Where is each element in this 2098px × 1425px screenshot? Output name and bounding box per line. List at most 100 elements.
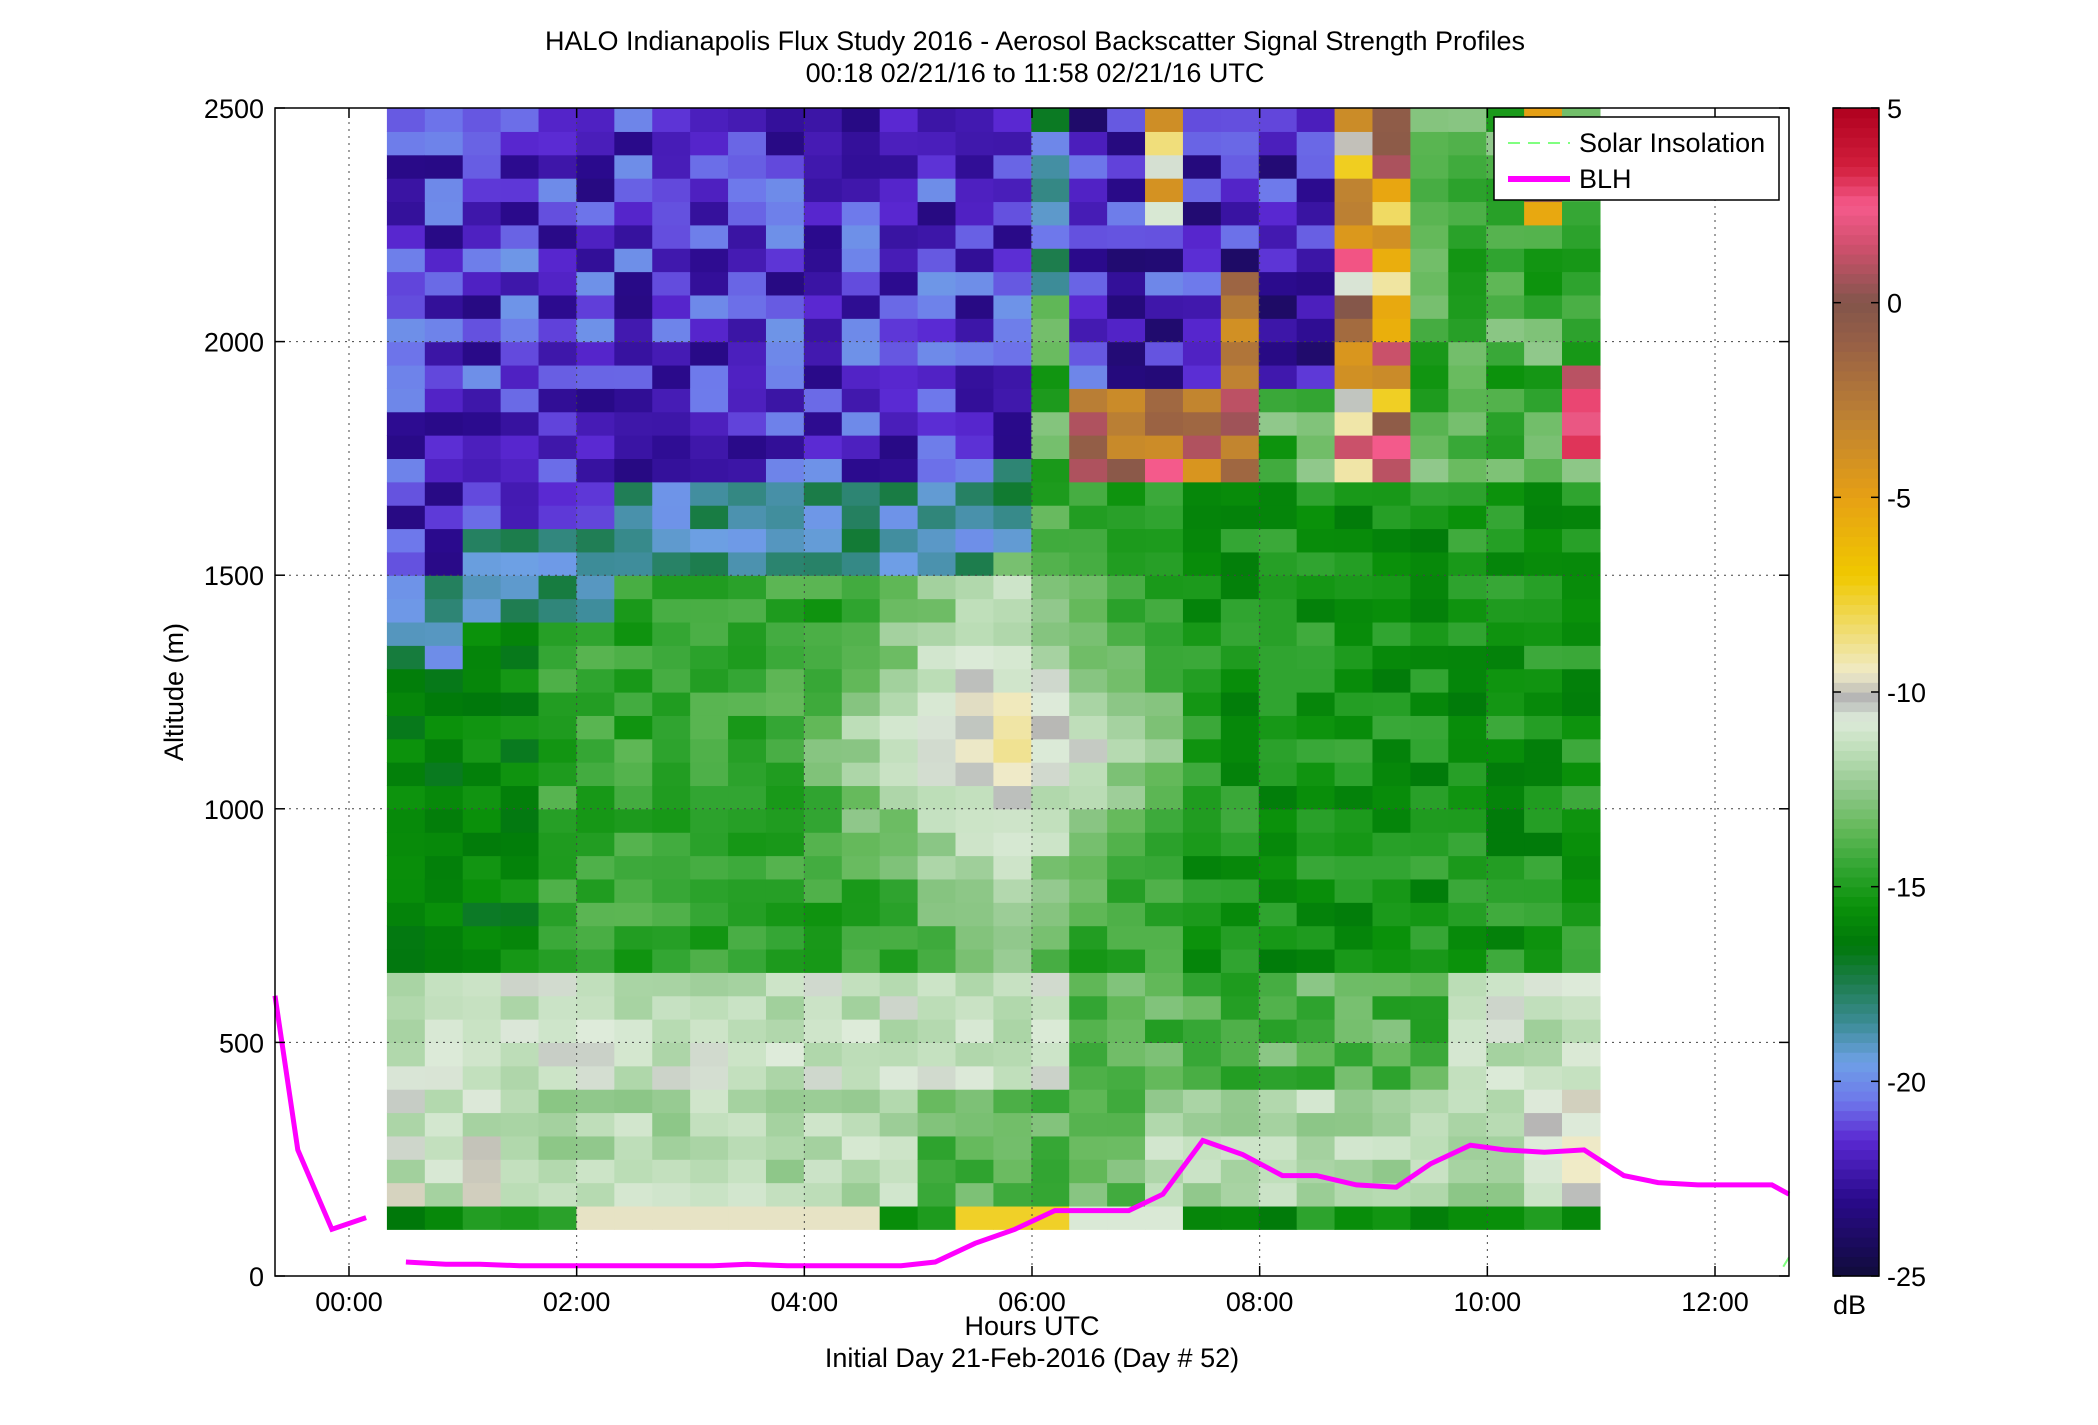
heatmap-cell bbox=[803, 388, 843, 413]
heatmap-cell bbox=[1220, 108, 1260, 132]
heatmap-cell bbox=[1486, 1065, 1525, 1090]
heatmap-cell bbox=[1372, 271, 1411, 296]
heatmap-cell bbox=[765, 1205, 805, 1230]
heatmap-cell bbox=[765, 948, 805, 973]
heatmap-cell bbox=[690, 1135, 729, 1160]
heatmap-cell bbox=[955, 692, 995, 716]
colorbar-band bbox=[1833, 176, 1879, 187]
heatmap-cell bbox=[993, 738, 1032, 763]
heatmap-cell bbox=[424, 668, 464, 693]
heatmap-cell bbox=[1145, 948, 1184, 973]
heatmap-cell bbox=[1524, 1182, 1563, 1207]
heatmap-cell bbox=[614, 224, 653, 249]
heatmap-cell bbox=[765, 855, 805, 880]
heatmap-cell bbox=[386, 995, 426, 1020]
heatmap-cell bbox=[500, 762, 540, 787]
heatmap-cell bbox=[993, 108, 1032, 132]
colorbar-band bbox=[1833, 215, 1879, 226]
heatmap-cell bbox=[728, 902, 767, 927]
colorbar-tick-label: 5 bbox=[1887, 94, 1902, 124]
heatmap-cell bbox=[1486, 645, 1525, 670]
heatmap-cell bbox=[1372, 762, 1411, 787]
heatmap-cell bbox=[500, 855, 540, 880]
heatmap-cell bbox=[1145, 224, 1184, 249]
colorbar-band bbox=[1833, 915, 1879, 927]
heatmap-cell bbox=[1220, 878, 1260, 903]
heatmap-cell bbox=[803, 1135, 843, 1160]
heatmap-cell bbox=[500, 294, 540, 319]
colorbar-band bbox=[1833, 692, 1879, 703]
heatmap-cell bbox=[1107, 1112, 1146, 1137]
heatmap-cell bbox=[955, 178, 995, 203]
heatmap-cell bbox=[879, 995, 919, 1020]
colorbar-band bbox=[1833, 643, 1879, 654]
heatmap-cell bbox=[500, 785, 540, 810]
heatmap-cell bbox=[1258, 645, 1298, 670]
heatmap-cell bbox=[1448, 411, 1487, 436]
heatmap-cell bbox=[1524, 201, 1563, 226]
heatmap-cell bbox=[1486, 1089, 1525, 1114]
heatmap-cell bbox=[690, 645, 729, 670]
heatmap-cell bbox=[803, 1019, 843, 1043]
heatmap-cell bbox=[1031, 178, 1070, 203]
heatmap-cell bbox=[917, 131, 957, 156]
heatmap-cell bbox=[1372, 294, 1411, 319]
heatmap-cell bbox=[993, 178, 1032, 203]
heatmap-cell bbox=[1524, 1042, 1563, 1067]
legend-label-solar: Solar Insolation bbox=[1579, 128, 1765, 158]
heatmap-cell bbox=[462, 131, 502, 156]
heatmap-cell bbox=[841, 692, 881, 716]
heatmap-cell bbox=[576, 178, 615, 203]
heatmap-cell bbox=[917, 108, 957, 132]
heatmap-cell bbox=[728, 248, 767, 273]
heatmap-cell bbox=[1410, 925, 1449, 950]
heatmap-cell bbox=[765, 154, 805, 179]
heatmap-cell bbox=[1524, 411, 1563, 436]
heatmap-cell bbox=[955, 318, 995, 343]
heatmap-cell bbox=[1524, 785, 1563, 810]
heatmap-cell bbox=[1031, 1019, 1070, 1043]
heatmap-cell bbox=[993, 995, 1032, 1020]
heatmap-cell bbox=[879, 808, 919, 833]
heatmap-cell bbox=[1069, 458, 1108, 483]
heatmap-cell bbox=[955, 481, 995, 506]
heatmap-cell bbox=[1296, 154, 1336, 179]
heatmap-cell bbox=[614, 785, 653, 810]
heatmap-cell bbox=[1486, 318, 1525, 343]
heatmap-cell bbox=[1562, 715, 1601, 740]
colorbar-band bbox=[1833, 516, 1879, 528]
heatmap-cell bbox=[1182, 505, 1222, 530]
heatmap-cell bbox=[1107, 995, 1146, 1020]
heatmap-cell bbox=[1182, 1019, 1222, 1043]
heatmap-cell bbox=[1069, 878, 1108, 903]
heatmap-cell bbox=[1524, 1135, 1563, 1160]
heatmap-cell bbox=[1031, 762, 1070, 787]
heatmap-cell bbox=[1448, 1159, 1487, 1184]
heatmap-cell bbox=[955, 154, 995, 179]
heatmap-cell bbox=[576, 1159, 615, 1184]
heatmap-cell bbox=[1372, 435, 1411, 459]
heatmap-cell bbox=[879, 1065, 919, 1090]
heatmap-cell bbox=[690, 505, 729, 530]
heatmap-cell bbox=[652, 972, 691, 997]
heatmap-cell bbox=[462, 481, 502, 506]
blh-series-line bbox=[272, 995, 367, 1233]
heatmap-cell bbox=[803, 645, 843, 670]
heatmap-cell bbox=[576, 411, 615, 436]
heatmap-cell bbox=[1069, 785, 1108, 810]
heatmap-cell bbox=[424, 621, 464, 646]
colorbar-band bbox=[1833, 507, 1879, 518]
heatmap-cell bbox=[1182, 855, 1222, 880]
heatmap-cell bbox=[841, 435, 881, 459]
heatmap-cell bbox=[1296, 131, 1336, 156]
heatmap-cell bbox=[1296, 645, 1336, 670]
heatmap-cell bbox=[1334, 995, 1374, 1020]
colorbar-tick-label: -10 bbox=[1887, 678, 1926, 708]
heatmap-cell bbox=[1220, 505, 1260, 530]
heatmap-cell bbox=[690, 131, 729, 156]
heatmap-cell bbox=[1524, 972, 1563, 997]
heatmap-cell bbox=[462, 878, 502, 903]
heatmap-cell bbox=[1182, 388, 1222, 413]
heatmap-cell bbox=[1524, 364, 1563, 389]
heatmap-cell bbox=[841, 902, 881, 927]
